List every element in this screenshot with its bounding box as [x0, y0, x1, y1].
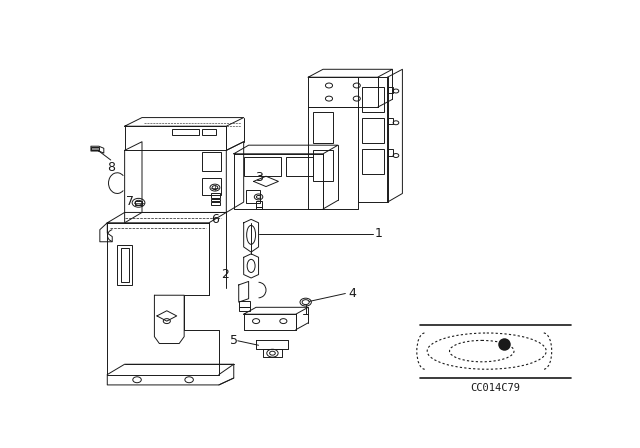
- Bar: [388, 149, 394, 155]
- Text: 1: 1: [375, 227, 383, 240]
- Bar: [244, 157, 281, 176]
- Bar: [362, 86, 383, 112]
- Bar: [117, 245, 132, 285]
- Bar: [286, 157, 313, 176]
- Text: 4: 4: [349, 287, 356, 300]
- Bar: [134, 201, 143, 204]
- Bar: [256, 207, 262, 209]
- Bar: [239, 307, 250, 311]
- Text: CC014C79: CC014C79: [470, 383, 521, 392]
- Bar: [313, 112, 333, 143]
- Bar: [256, 201, 262, 207]
- Bar: [388, 117, 394, 125]
- Bar: [172, 129, 199, 135]
- Bar: [91, 147, 99, 151]
- Text: 3: 3: [255, 171, 262, 184]
- Text: 7: 7: [125, 195, 134, 208]
- Bar: [388, 86, 394, 94]
- Text: 6: 6: [211, 213, 219, 226]
- Text: 8: 8: [107, 161, 115, 174]
- Bar: [202, 178, 221, 195]
- Bar: [362, 117, 383, 143]
- Bar: [362, 149, 383, 175]
- Bar: [313, 151, 333, 181]
- Bar: [246, 190, 260, 203]
- Bar: [239, 302, 250, 306]
- Text: 2: 2: [221, 268, 229, 281]
- Text: 5: 5: [230, 334, 237, 347]
- Bar: [211, 198, 220, 202]
- Bar: [202, 152, 221, 171]
- Bar: [202, 129, 216, 135]
- Bar: [211, 202, 220, 205]
- Bar: [211, 194, 220, 198]
- Bar: [121, 248, 129, 282]
